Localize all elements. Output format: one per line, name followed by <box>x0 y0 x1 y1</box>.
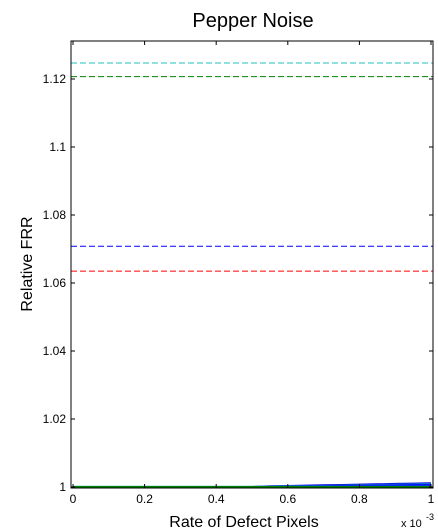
x-axis-multiplier-exponent: -3 <box>426 512 434 522</box>
x-tick-labels: 0 0.2 0.4 0.6 0.8 1 <box>70 492 435 506</box>
y-tick-label-4: 1.08 <box>43 208 67 222</box>
x-tick-label-2: 0.4 <box>208 492 225 506</box>
y-tick-labels: 1 1.02 1.04 1.06 1.08 1.1 1.12 <box>43 72 67 494</box>
x-tick-label-4: 0.8 <box>351 492 368 506</box>
x-axis-multiplier: x 10 <box>401 518 422 530</box>
y-tick-label-0: 1 <box>59 480 66 494</box>
data-series <box>73 482 432 488</box>
x-tick-label-3: 0.6 <box>279 492 296 506</box>
reference-lines <box>71 62 433 272</box>
y-tick-label-5: 1.1 <box>49 140 66 154</box>
x-tick-label-0: 0 <box>70 492 77 506</box>
x-tick-label-1: 0.2 <box>136 492 153 506</box>
y-tick-label-6: 1.12 <box>43 72 67 86</box>
x-tick-label-5: 1 <box>428 492 435 506</box>
axis-ticks <box>71 41 433 488</box>
x-axis-label: Rate of Defect Pixels <box>169 514 318 531</box>
plot-frame <box>70 40 434 489</box>
y-tick-label-1: 1.02 <box>43 412 67 426</box>
y-tick-label-2: 1.04 <box>43 344 67 358</box>
y-axis-label: Relative FRR <box>19 216 36 311</box>
y-tick-label-3: 1.06 <box>43 276 67 290</box>
chart-title: Pepper Noise <box>192 10 313 32</box>
